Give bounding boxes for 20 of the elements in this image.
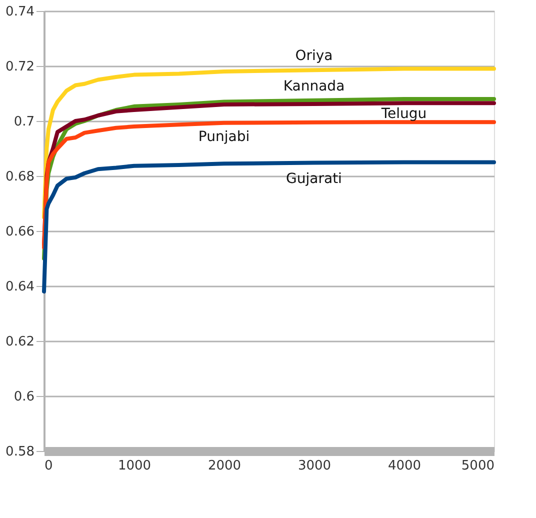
x-tick-label: 4000: [388, 458, 422, 474]
x-tick-label: 0: [44, 458, 53, 474]
y-tick-label: 0.68: [6, 170, 34, 184]
series-label: Oriya: [295, 48, 333, 64]
series-label: Kannada: [283, 78, 345, 94]
x-tick-label: 3000: [298, 458, 332, 474]
x-tick-label: 2000: [208, 458, 242, 474]
series-label: Punjabi: [198, 128, 250, 145]
y-tick-label: 0.66: [6, 224, 34, 240]
x-tick-label: 1000: [118, 458, 152, 474]
series-label: Gujarati: [286, 170, 342, 187]
y-tick-label: 0.62: [6, 334, 34, 350]
y-tick-label: 0.58: [6, 444, 34, 460]
x-tick-label: 5000: [461, 458, 494, 474]
y-tick-label: 0.64: [6, 280, 34, 294]
y-tick-label: 0.7: [14, 114, 34, 130]
y-tick-label: 0.74: [6, 4, 34, 20]
series-label: Telugu: [380, 106, 427, 122]
y-tick-label: 0.72: [6, 60, 34, 74]
y-tick-label: 0.6: [14, 390, 34, 404]
